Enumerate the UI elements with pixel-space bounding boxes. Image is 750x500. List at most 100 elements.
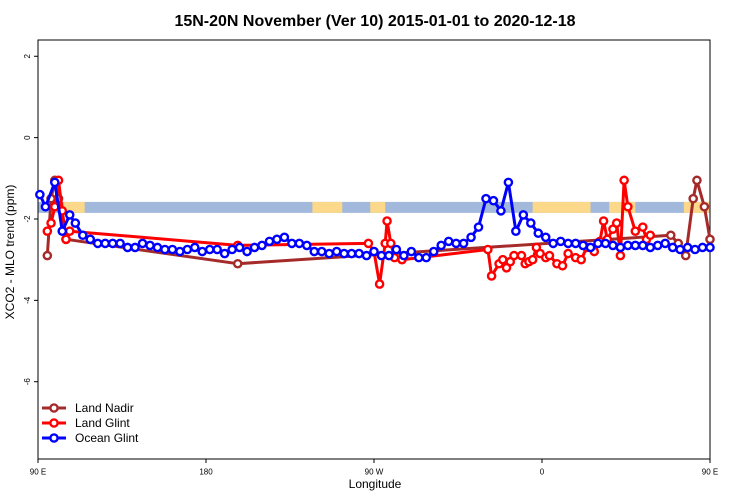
data-point <box>227 244 237 255</box>
data-point <box>705 234 715 245</box>
data-point <box>331 246 342 257</box>
land-segment <box>312 201 343 213</box>
data-point <box>391 244 402 255</box>
data-point <box>690 244 700 255</box>
y-tick-label: -6 <box>23 378 32 386</box>
data-point <box>436 240 447 251</box>
data-point <box>615 242 626 253</box>
data-point <box>279 232 290 243</box>
data-point <box>496 206 506 216</box>
data-point <box>511 226 521 236</box>
x-axis-label: Longitude <box>349 477 402 491</box>
data-point <box>630 226 641 236</box>
legend-swatch-marker <box>49 418 59 428</box>
data-point <box>623 240 633 251</box>
data-point <box>64 226 75 236</box>
data-point <box>697 242 708 253</box>
data-point <box>413 252 424 263</box>
data-point <box>699 201 710 212</box>
data-point <box>234 242 245 253</box>
data-point <box>503 177 514 188</box>
data-point <box>630 240 641 251</box>
data-point <box>645 242 656 253</box>
data-point <box>61 234 71 245</box>
data-point <box>197 246 208 257</box>
data-point <box>585 242 596 253</box>
chart-title: 15N-20N November (Ver 10) 2015-01-01 to … <box>174 13 575 30</box>
legend-label: Land Glint <box>75 416 130 430</box>
data-point <box>548 238 559 249</box>
data-point <box>145 240 155 251</box>
data-point <box>294 238 305 249</box>
data-point <box>46 218 56 228</box>
data-point <box>160 244 170 255</box>
legend-label: Land Nadir <box>75 401 134 415</box>
data-point <box>324 248 335 259</box>
data-point <box>458 238 469 249</box>
x-axis: 90 E 180 90 W 0 90 E <box>30 459 718 477</box>
y-tick-label: 2 <box>23 53 32 58</box>
data-point <box>623 201 633 212</box>
data-point <box>526 218 536 228</box>
data-point <box>363 238 374 249</box>
data-point <box>667 242 678 253</box>
data-point <box>611 218 622 228</box>
legend-entry: Ocean Glint <box>42 431 139 445</box>
data-point <box>652 240 663 251</box>
data-point <box>600 238 611 249</box>
x-tick-label: 90 W <box>365 468 384 477</box>
data-point <box>675 244 685 255</box>
data-point <box>705 242 715 253</box>
x-tick-label: 90 E <box>30 468 46 477</box>
land-segment <box>370 201 386 213</box>
data-point <box>518 210 529 220</box>
y-axis-label: XCO2 - MLO trend (ppm) <box>3 185 17 320</box>
data-point <box>384 250 394 261</box>
data-point <box>85 234 96 245</box>
data-point <box>666 230 676 241</box>
data-point <box>369 246 379 257</box>
data-point <box>152 242 163 253</box>
data-point <box>466 232 476 243</box>
data-point <box>483 244 493 255</box>
series-land-glint <box>42 175 656 289</box>
data-point <box>645 230 656 241</box>
data-point <box>563 238 573 249</box>
data-point <box>78 230 88 241</box>
data-point <box>527 254 538 265</box>
plot-area: 90 E 180 90 W 0 90 E 2 0 -2 -4 -6 <box>23 39 718 477</box>
data-point <box>451 238 461 249</box>
data-point <box>182 244 193 255</box>
data-point <box>257 240 267 251</box>
data-point <box>70 218 81 228</box>
series-layer <box>35 175 715 289</box>
data-point <box>242 246 252 257</box>
data-point <box>50 177 60 188</box>
data-point <box>509 250 519 261</box>
data-point <box>399 250 409 261</box>
data-point <box>516 250 527 261</box>
legend-entry: Land Glint <box>42 416 130 430</box>
data-point <box>346 248 357 259</box>
data-point <box>382 216 392 226</box>
data-point <box>374 279 385 289</box>
y-tick-label: -2 <box>23 215 32 223</box>
data-point <box>130 242 140 253</box>
data-point <box>486 271 497 281</box>
land-segment <box>683 201 710 213</box>
data-point <box>533 228 544 239</box>
y-tick-label: 0 <box>23 135 32 140</box>
data-point <box>615 250 626 261</box>
data-point <box>406 246 417 257</box>
data-point <box>42 250 53 261</box>
data-point <box>92 238 103 249</box>
data-point <box>688 193 699 204</box>
data-point <box>481 193 491 204</box>
data-point <box>272 234 282 245</box>
data-point <box>115 238 125 249</box>
x-tick-label: 180 <box>199 468 213 477</box>
series-ocean-glint <box>35 177 715 263</box>
data-point <box>473 222 484 232</box>
data-point <box>660 238 671 249</box>
